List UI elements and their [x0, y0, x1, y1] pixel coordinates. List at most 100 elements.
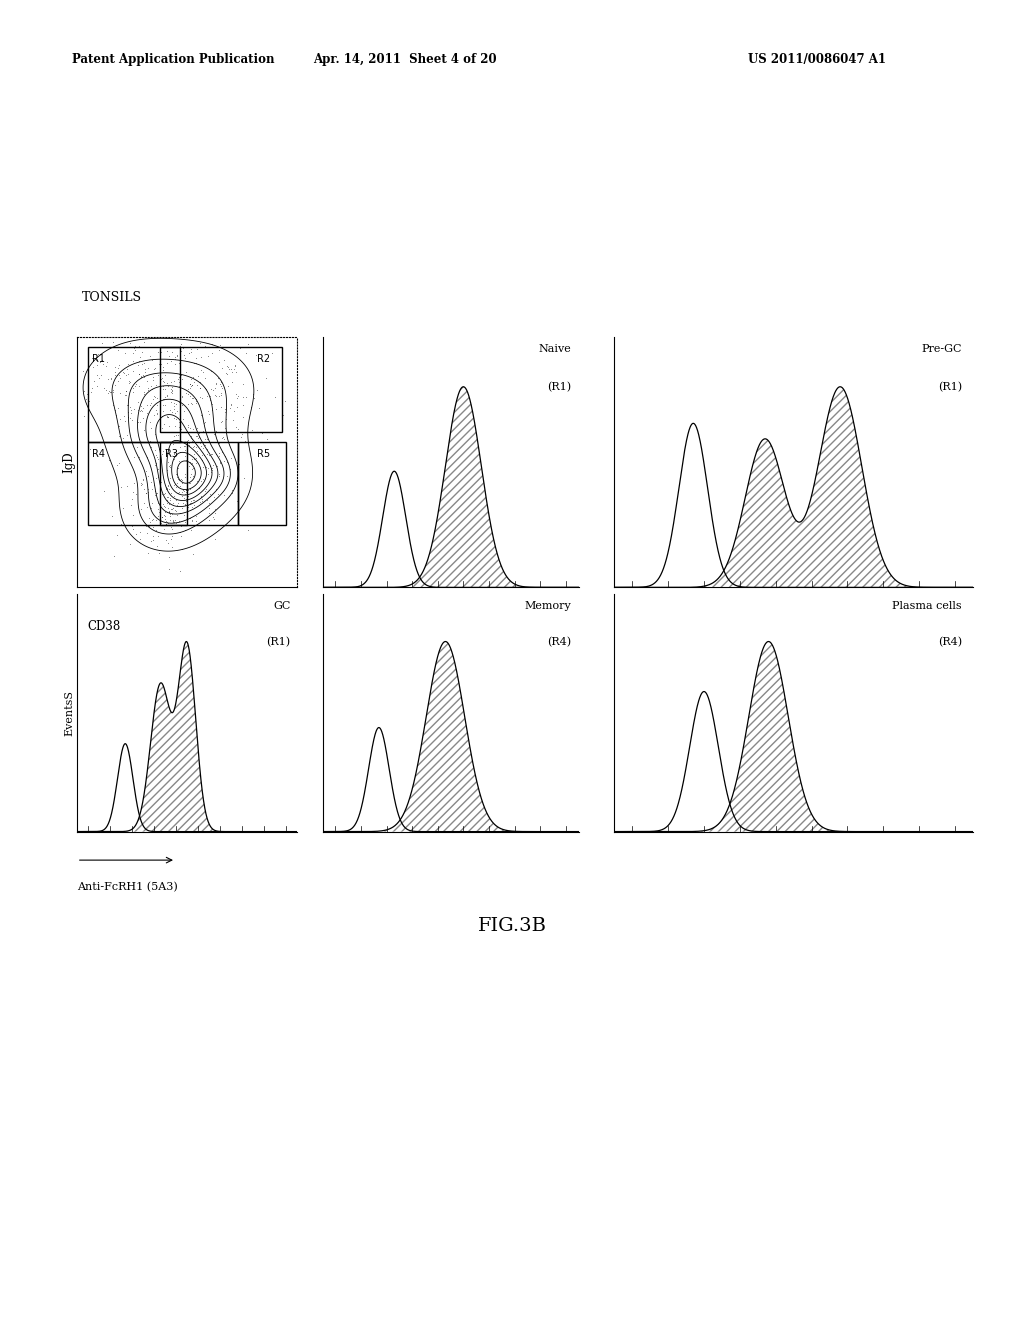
Point — [148, 488, 165, 510]
Point — [176, 511, 193, 532]
Point — [131, 429, 147, 450]
Point — [143, 531, 160, 552]
Point — [160, 512, 176, 533]
Point — [190, 422, 207, 444]
Point — [173, 418, 189, 440]
Point — [160, 407, 176, 428]
Point — [118, 380, 134, 401]
Point — [188, 417, 205, 438]
Point — [163, 529, 179, 550]
Point — [161, 503, 177, 524]
Point — [84, 378, 100, 399]
Point — [86, 370, 102, 391]
Point — [237, 430, 253, 451]
Point — [200, 400, 216, 421]
Point — [185, 544, 202, 565]
Point — [153, 512, 169, 533]
Point — [124, 488, 140, 510]
Point — [226, 401, 243, 422]
Point — [158, 477, 174, 498]
Point — [126, 473, 142, 494]
Point — [183, 388, 200, 409]
Point — [229, 396, 246, 417]
Point — [161, 416, 177, 437]
Point — [127, 335, 143, 356]
Point — [193, 470, 209, 491]
Point — [193, 346, 209, 367]
Point — [168, 425, 184, 446]
Point — [156, 504, 172, 525]
Point — [163, 379, 179, 400]
Point — [191, 378, 208, 399]
Point — [160, 407, 176, 428]
Point — [131, 335, 147, 356]
Point — [171, 367, 187, 388]
Point — [166, 512, 182, 533]
Point — [204, 333, 220, 354]
Point — [170, 469, 186, 490]
Point — [146, 474, 163, 495]
Point — [180, 343, 197, 364]
Point — [90, 343, 106, 364]
Point — [188, 506, 205, 527]
Point — [136, 362, 153, 383]
Point — [81, 391, 97, 412]
Point — [110, 454, 126, 475]
Point — [174, 385, 190, 407]
Point — [165, 511, 181, 532]
Point — [221, 359, 238, 380]
Point — [122, 396, 138, 417]
Point — [97, 355, 114, 376]
Point — [122, 333, 138, 354]
Point — [135, 470, 152, 491]
Point — [135, 492, 152, 513]
Point — [155, 360, 171, 381]
Point — [123, 403, 139, 424]
Point — [128, 523, 144, 544]
Point — [197, 335, 213, 356]
Point — [120, 354, 136, 375]
Point — [146, 515, 163, 536]
Point — [174, 385, 190, 407]
Point — [168, 490, 184, 511]
Point — [210, 367, 226, 388]
Point — [128, 483, 144, 504]
Point — [168, 393, 184, 414]
Point — [168, 408, 184, 429]
Point — [127, 339, 143, 360]
Point — [172, 383, 188, 404]
Point — [157, 438, 173, 459]
Point — [181, 434, 198, 455]
Point — [121, 370, 137, 391]
Point — [227, 383, 244, 404]
Text: CD38: CD38 — [87, 620, 120, 634]
Point — [178, 437, 195, 458]
Point — [82, 438, 98, 459]
Point — [217, 363, 233, 384]
Point — [171, 352, 187, 374]
Point — [129, 437, 145, 458]
Point — [193, 378, 209, 399]
Point — [189, 470, 206, 491]
Point — [144, 388, 161, 409]
Point — [147, 483, 164, 504]
Text: (R1): (R1) — [938, 381, 963, 392]
Point — [143, 515, 160, 536]
Point — [137, 337, 154, 358]
Point — [178, 479, 195, 500]
Point — [100, 449, 117, 470]
Point — [180, 433, 197, 454]
Point — [150, 364, 166, 385]
Point — [125, 482, 141, 503]
Point — [205, 507, 221, 528]
Point — [180, 393, 197, 414]
Point — [195, 457, 211, 478]
Point — [152, 458, 168, 479]
Point — [234, 395, 251, 416]
Point — [138, 403, 155, 424]
Point — [200, 346, 216, 367]
Point — [171, 392, 187, 413]
Point — [110, 339, 126, 360]
Point — [238, 387, 254, 408]
Point — [148, 535, 165, 556]
